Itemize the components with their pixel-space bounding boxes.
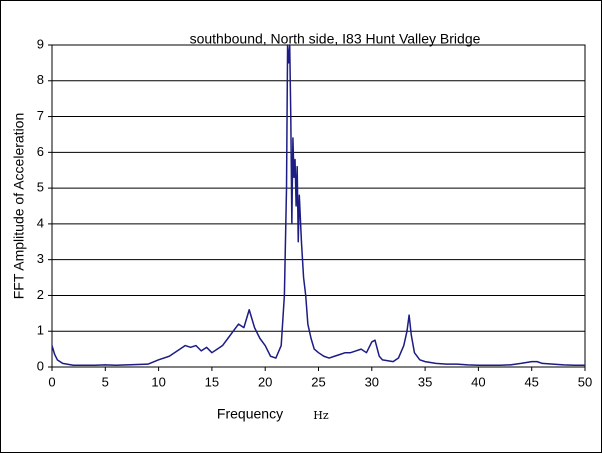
y-axis-title: FFT Amplitude of Acceleration xyxy=(11,113,27,300)
y-tick-label: 2 xyxy=(37,287,44,302)
x-axis-unit: Hz xyxy=(313,409,329,422)
x-tick-label: 45 xyxy=(524,374,538,389)
data-line xyxy=(51,44,585,366)
x-tick-label: 5 xyxy=(102,374,109,389)
x-tick-label: 0 xyxy=(48,374,55,389)
plot-frame xyxy=(51,44,586,368)
x-tick-label: 40 xyxy=(471,374,485,389)
y-tick-label: 6 xyxy=(37,144,44,159)
y-tick-label: 0 xyxy=(37,358,44,373)
y-tick-label: 9 xyxy=(37,36,44,51)
y-tick-label: 3 xyxy=(37,251,44,266)
x-tick-label: 35 xyxy=(418,374,432,389)
x-tick-label: 15 xyxy=(205,374,219,389)
y-tick-label: 7 xyxy=(37,108,44,123)
chart-title: southbound, North side, I83 Hunt Valley … xyxy=(190,31,481,47)
x-tick-label: 50 xyxy=(578,374,592,389)
y-tick-label: 8 xyxy=(37,72,44,87)
x-tick-label: 30 xyxy=(365,374,379,389)
y-tick-label: 1 xyxy=(37,323,44,338)
x-tick-label: 10 xyxy=(151,374,165,389)
y-tick-label: 5 xyxy=(37,180,44,195)
y-tick-label: 4 xyxy=(37,215,44,230)
x-tick-label: 20 xyxy=(258,374,272,389)
x-tick-label: 25 xyxy=(311,374,325,389)
x-axis-title: Frequency xyxy=(217,406,283,422)
